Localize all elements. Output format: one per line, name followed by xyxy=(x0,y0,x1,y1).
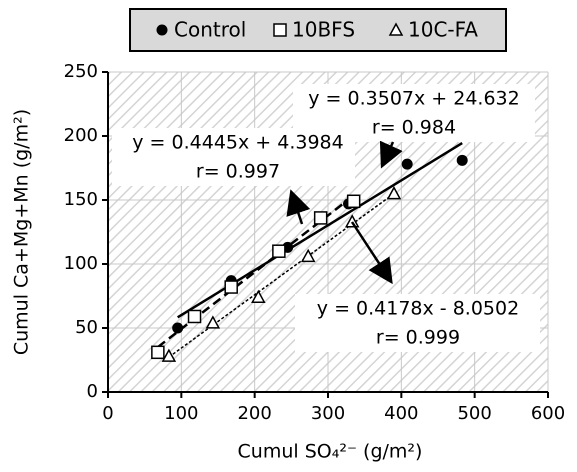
annotation-r: r= 0.997 xyxy=(196,161,280,183)
point xyxy=(205,315,221,329)
annotation-equation: y = 0.4445x + 4.3984 xyxy=(132,132,343,154)
annotation-equation: y = 0.3507x + 24.632 xyxy=(308,88,519,110)
legend-label: 10C-FA xyxy=(408,18,478,42)
x-tick-label: 300 xyxy=(311,403,345,424)
legend-box xyxy=(129,8,507,52)
y-tick-label: 50 xyxy=(75,317,98,338)
annotation-arrow xyxy=(286,189,311,225)
point xyxy=(187,309,202,324)
legend-marker xyxy=(156,24,168,36)
y-tick-label: 250 xyxy=(64,61,98,82)
annotation-arrow xyxy=(379,140,403,169)
legend-label: 10BFS xyxy=(292,18,355,42)
y-tick-label: 150 xyxy=(64,189,98,210)
point xyxy=(151,345,165,360)
point xyxy=(224,280,238,294)
annotation-r: r= 0.984 xyxy=(372,117,456,139)
y-tick-label: 200 xyxy=(64,125,98,146)
x-tick-label: 0 xyxy=(102,403,113,424)
y-axis-title: Cumul Ca+Mg+Mn (g/m²) xyxy=(11,109,33,355)
point xyxy=(344,214,360,228)
point xyxy=(272,244,286,258)
point xyxy=(346,194,361,209)
legend-marker xyxy=(388,22,404,36)
point xyxy=(251,289,266,304)
legend-marker xyxy=(273,23,287,37)
legend-label: Control xyxy=(174,18,246,42)
x-tick-label: 500 xyxy=(457,403,491,424)
x-tick-label: 200 xyxy=(237,403,271,424)
point xyxy=(456,154,468,166)
point xyxy=(172,322,184,334)
annotation-box xyxy=(112,128,355,186)
y-tick-label: 100 xyxy=(64,253,98,274)
annotation-r: r= 0.999 xyxy=(376,327,460,349)
annotation-box xyxy=(295,294,540,352)
x-tick-label: 400 xyxy=(384,403,418,424)
point xyxy=(401,158,413,170)
x-tick-label: 600 xyxy=(531,403,565,424)
x-axis-title: Cumul SO₄²⁻ (g/m²) xyxy=(238,441,423,463)
x-tick-label: 100 xyxy=(164,403,198,424)
point xyxy=(300,248,316,263)
point xyxy=(313,211,328,225)
annotation-arrow xyxy=(350,221,393,285)
point xyxy=(386,186,402,200)
trendline xyxy=(168,193,395,358)
point xyxy=(161,348,177,362)
annotation-equation: y = 0.4178x - 8.0502 xyxy=(317,298,519,320)
y-tick-label: 0 xyxy=(87,381,98,402)
